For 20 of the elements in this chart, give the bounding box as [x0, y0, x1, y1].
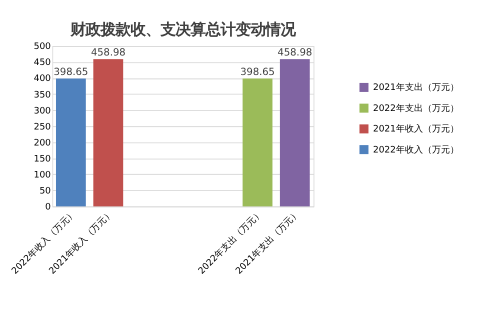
- y-tick-label: 50: [39, 186, 52, 196]
- data-label: 458.98: [278, 48, 312, 59]
- y-tick-label: 200: [34, 138, 52, 148]
- y-tick-label: 100: [34, 170, 52, 180]
- y-tick-label: 150: [34, 154, 52, 164]
- y-tick-label: 400: [34, 74, 52, 84]
- y-tick-label: 300: [34, 106, 52, 116]
- y-tick-label: 350: [34, 90, 52, 100]
- y-tick-label: 250: [34, 122, 52, 132]
- data-label: 398.65: [54, 66, 88, 78]
- chart-title: 财政拨款收、支决算总计变动情况: [69, 20, 296, 38]
- legend-label: 2022年收入（万元）: [372, 144, 459, 156]
- y-tick-label: 0: [45, 202, 52, 213]
- y-tick-label: 450: [34, 58, 52, 68]
- data-label: 458.98: [90, 48, 126, 59]
- data-label: 398.65: [240, 66, 275, 78]
- legend-label: 2022年支出（万元）: [372, 102, 459, 114]
- legend-label: 2021年收入（万元）: [372, 124, 459, 135]
- legend-label: 2021年支出（万元）: [372, 82, 459, 94]
- y-tick-label: 500: [34, 42, 52, 52]
